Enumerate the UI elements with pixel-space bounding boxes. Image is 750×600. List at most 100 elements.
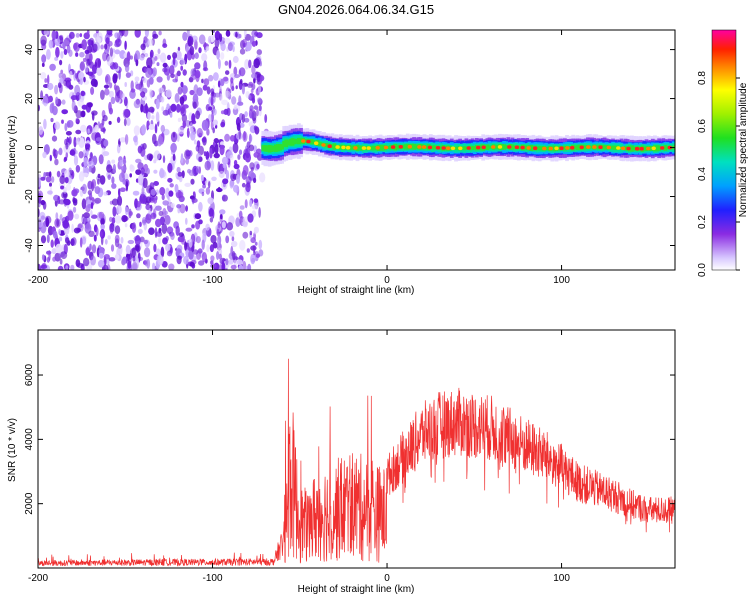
heatmap-cell	[60, 69, 64, 75]
heatmap-cell	[94, 61, 98, 68]
heatmap-cell	[123, 96, 128, 107]
heatmap-cell	[193, 139, 197, 145]
heatmap-cell	[133, 125, 141, 136]
heatmap-cell	[41, 254, 45, 261]
heatmap-cell	[152, 262, 156, 270]
heatmap-cell	[61, 99, 66, 105]
heatmap-cell	[63, 79, 67, 87]
heatmap-cell	[476, 145, 481, 150]
heatmap-cell	[239, 239, 246, 251]
heatmap-cell	[100, 224, 105, 229]
heatmap-cell	[241, 84, 245, 95]
heatmap-cell	[250, 245, 257, 251]
heatmap-cell	[526, 146, 531, 150]
heatmap-cell	[142, 177, 148, 189]
heatmap-cell	[253, 177, 257, 183]
heatmap-cell	[211, 112, 214, 122]
heatmap-cell	[233, 163, 240, 170]
heatmap-cell	[88, 230, 95, 237]
heatmap-cell	[523, 145, 527, 151]
heatmap-cell	[239, 48, 246, 55]
heatmap-cell	[256, 49, 262, 56]
heatmap-cell	[261, 145, 266, 151]
heatmap-cell	[63, 197, 68, 207]
heatmap-cell	[620, 146, 626, 151]
heatmap-cell	[158, 87, 165, 94]
heatmap-cell	[194, 52, 199, 59]
heatmap-cell	[47, 82, 54, 91]
heatmap-cell	[172, 55, 176, 66]
heatmap-cell	[131, 247, 136, 258]
heatmap-cell	[122, 30, 129, 37]
heatmap-cell	[472, 146, 477, 150]
heatmap-cell	[203, 60, 208, 71]
heatmap-cell	[40, 90, 44, 101]
heatmap-cell	[192, 101, 197, 109]
heatmap-cell	[125, 206, 129, 216]
heatmap-cell	[147, 38, 154, 47]
heatmap-cell	[126, 256, 132, 266]
figure-title: GN04.2026.064.06.34.G15	[278, 2, 434, 17]
heatmap-cell	[69, 31, 75, 39]
heatmap-cell	[219, 33, 223, 42]
heatmap-cell	[210, 96, 214, 106]
heatmap-cell	[598, 145, 603, 149]
heatmap-cell	[184, 182, 191, 187]
heatmap-cell	[76, 262, 84, 268]
heatmap-cell	[112, 206, 117, 217]
heatmap-cell	[395, 144, 400, 150]
heatmap-cell	[226, 222, 234, 231]
heatmap-cell	[54, 56, 59, 61]
heatmap-cell	[71, 237, 77, 246]
heatmap-cells	[38, 30, 675, 270]
heatmap-cell	[103, 191, 108, 196]
heatmap-cell	[169, 112, 173, 118]
heatmap-cell	[217, 58, 221, 70]
heatmap-cell	[62, 192, 68, 198]
heatmap-cell	[220, 78, 225, 87]
heatmap-cell	[590, 145, 594, 149]
heatmap-cell	[586, 145, 591, 149]
heatmap-cell	[110, 228, 113, 234]
heatmap-cell	[145, 167, 150, 175]
heatmap-cell	[206, 86, 211, 95]
heatmap-cell	[134, 30, 141, 38]
heatmap-cell	[155, 111, 160, 123]
heatmap-cell	[57, 195, 61, 205]
heatmap-cell	[97, 58, 101, 68]
heatmap-cell	[204, 160, 211, 171]
heatmap-cell	[141, 124, 146, 135]
heatmap-cell	[222, 178, 229, 185]
heatmap-cell	[194, 213, 202, 220]
heatmap-cell	[579, 145, 584, 150]
heatmap-cell	[256, 32, 263, 39]
heatmap-cell	[185, 227, 193, 232]
heatmap-cell	[378, 145, 383, 151]
heatmap-cell	[98, 154, 104, 165]
heatmap-cell	[155, 205, 162, 211]
heatmap-cell	[156, 62, 160, 67]
heatmap-cell	[321, 143, 326, 147]
heatmap-cell	[147, 111, 151, 121]
heatmap-cell	[181, 170, 185, 179]
heatmap-cell	[170, 103, 177, 112]
heatmap-cell	[90, 210, 93, 217]
heatmap-cell	[380, 144, 385, 151]
heatmap-cell	[69, 149, 76, 156]
heatmap-cell	[164, 214, 171, 225]
heatmap-cell	[78, 71, 85, 81]
heatmap-cell	[176, 166, 181, 173]
heatmap-cell	[114, 234, 120, 244]
heatmap-cell	[162, 62, 168, 68]
heatmap-cell	[160, 96, 165, 103]
heatmap-cell	[201, 137, 207, 143]
heatmap-cell	[153, 159, 157, 164]
heatmap-cell	[118, 172, 126, 183]
heatmap-cell	[169, 65, 175, 75]
heatmap-cell	[87, 39, 93, 46]
heatmap-cell	[155, 98, 160, 110]
heatmap-cell	[108, 120, 112, 125]
heatmap-cell	[145, 196, 152, 204]
colorbar-gradient	[711, 29, 737, 271]
